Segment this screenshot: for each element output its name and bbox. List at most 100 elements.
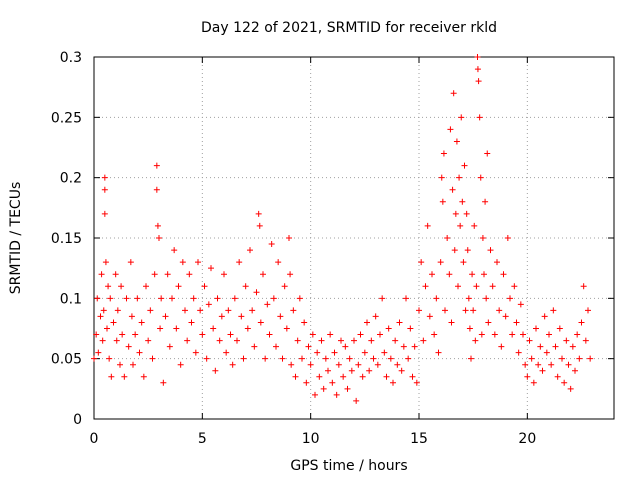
data-point xyxy=(101,186,108,193)
data-point xyxy=(251,343,258,350)
data-point xyxy=(312,391,318,398)
data-point xyxy=(494,259,500,266)
data-point xyxy=(162,313,169,320)
data-point xyxy=(405,355,412,362)
data-point xyxy=(530,379,537,386)
data-point xyxy=(279,355,286,362)
data-point xyxy=(543,349,550,356)
data-point xyxy=(236,259,243,266)
x-tick-label: 5 xyxy=(198,431,207,447)
data-point xyxy=(348,367,355,374)
data-point xyxy=(153,162,160,169)
data-point xyxy=(287,271,294,278)
y-tick-label: 0.3 xyxy=(60,50,82,66)
data-point xyxy=(221,271,227,278)
data-point xyxy=(576,355,583,362)
grid xyxy=(94,57,614,419)
data-point xyxy=(442,307,448,314)
data-point xyxy=(138,319,145,326)
data-point xyxy=(379,295,386,302)
data-point xyxy=(118,283,125,290)
data-point xyxy=(100,307,107,314)
data-point xyxy=(101,210,108,217)
data-point xyxy=(572,367,578,374)
data-point xyxy=(520,331,526,338)
x-tick-label: 20 xyxy=(518,431,536,447)
data-point xyxy=(214,295,221,302)
data-point xyxy=(462,307,469,314)
data-point xyxy=(346,355,353,362)
data-point xyxy=(145,337,152,344)
data-point xyxy=(203,355,210,362)
data-point xyxy=(468,355,474,362)
data-point xyxy=(136,349,143,356)
data-point xyxy=(247,247,253,254)
data-point xyxy=(448,319,455,326)
data-point xyxy=(208,265,214,272)
data-point xyxy=(355,361,362,368)
y-tick-label: 0.1 xyxy=(60,291,82,307)
data-point xyxy=(513,319,520,326)
data-point xyxy=(106,355,113,362)
data-point xyxy=(104,325,110,332)
data-point xyxy=(160,379,167,386)
data-point xyxy=(440,150,447,157)
data-point xyxy=(227,331,234,338)
data-point xyxy=(153,186,160,193)
data-point xyxy=(98,271,105,278)
data-point xyxy=(471,222,478,229)
data-point xyxy=(484,150,491,157)
data-point xyxy=(387,355,394,362)
data-point xyxy=(114,307,121,314)
data-point xyxy=(483,295,490,302)
data-point xyxy=(325,367,331,374)
data-point xyxy=(201,283,208,290)
data-point xyxy=(392,337,399,344)
data-point xyxy=(108,373,115,380)
data-point xyxy=(210,325,217,332)
y-tick-label: 0.2 xyxy=(60,171,82,187)
data-point xyxy=(522,361,529,368)
data-point xyxy=(476,114,483,121)
y-tick-label: 0 xyxy=(73,412,82,428)
data-point xyxy=(465,295,472,302)
data-point xyxy=(143,283,149,290)
data-point xyxy=(481,271,487,278)
data-point xyxy=(107,295,114,302)
data-point xyxy=(188,319,195,326)
data-point xyxy=(383,373,390,380)
data-point xyxy=(157,325,164,332)
data-point xyxy=(455,283,461,290)
data-point xyxy=(94,295,101,302)
data-point xyxy=(457,222,464,229)
data-point xyxy=(539,367,546,374)
data-point xyxy=(266,331,273,338)
data-point xyxy=(504,235,511,241)
data-point xyxy=(511,283,518,290)
data-point xyxy=(381,349,388,356)
data-point xyxy=(225,307,232,314)
data-point xyxy=(447,126,454,133)
data-point xyxy=(535,361,542,368)
data-point xyxy=(403,295,409,302)
data-point xyxy=(195,259,201,266)
y-tick-label: 0.25 xyxy=(51,110,82,126)
data-point xyxy=(290,307,297,314)
data-point xyxy=(112,271,119,278)
data-point xyxy=(370,355,377,362)
data-point xyxy=(569,343,576,350)
data-point xyxy=(452,210,459,217)
data-point xyxy=(218,313,225,320)
data-point xyxy=(134,295,141,302)
data-point xyxy=(244,325,251,332)
data-point xyxy=(264,301,271,308)
data-point xyxy=(242,283,249,290)
data-point xyxy=(507,295,513,302)
data-point xyxy=(546,331,552,338)
data-point xyxy=(117,361,123,368)
data-point xyxy=(179,259,186,266)
data-point xyxy=(316,373,323,380)
data-point xyxy=(127,259,134,266)
data-point xyxy=(453,138,460,145)
data-point xyxy=(515,349,522,356)
